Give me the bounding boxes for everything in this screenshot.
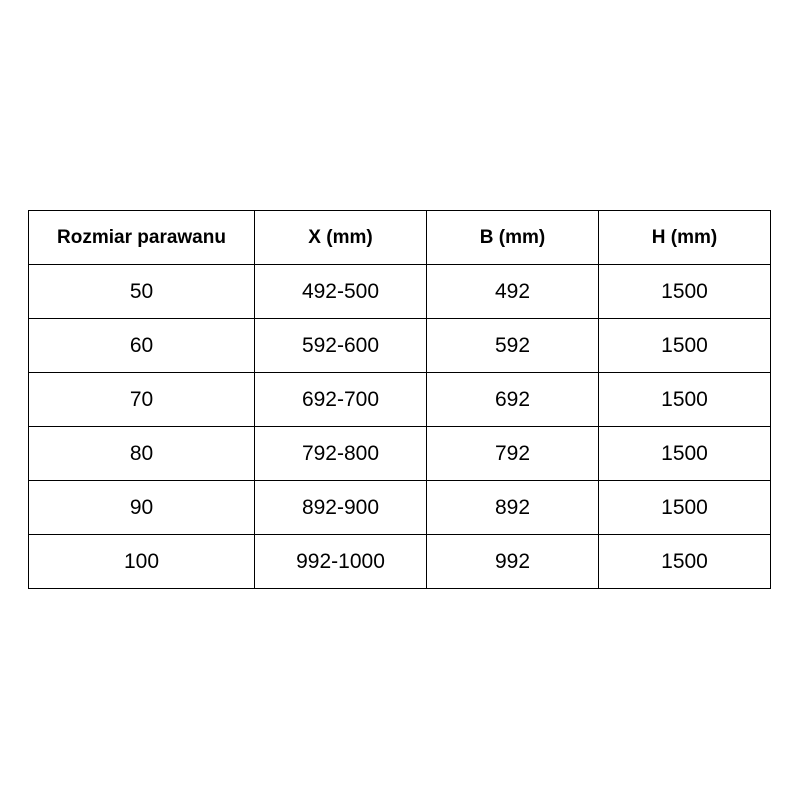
table-row: 60 592-600 592 1500	[28, 318, 771, 373]
header-h: H (mm)	[598, 210, 771, 265]
cell-b: 692	[426, 372, 599, 427]
cell-size: 100	[28, 534, 255, 589]
cell-h: 1500	[598, 318, 771, 373]
cell-size: 50	[28, 264, 255, 319]
cell-size: 90	[28, 480, 255, 535]
table-row: 50 492-500 492 1500	[28, 264, 771, 319]
cell-size: 80	[28, 426, 255, 481]
cell-x: 592-600	[254, 318, 427, 373]
cell-h: 1500	[598, 534, 771, 589]
cell-h: 1500	[598, 372, 771, 427]
cell-size: 60	[28, 318, 255, 373]
cell-b: 592	[426, 318, 599, 373]
cell-b: 792	[426, 426, 599, 481]
cell-h: 1500	[598, 480, 771, 535]
header-b: B (mm)	[426, 210, 599, 265]
header-row: Rozmiar parawanu X (mm) B (mm) H (mm)	[28, 210, 771, 265]
cell-x: 492-500	[254, 264, 427, 319]
cell-b: 892	[426, 480, 599, 535]
table-row: 80 792-800 792 1500	[28, 426, 771, 481]
header-size: Rozmiar parawanu	[28, 210, 255, 265]
table-row: 90 892-900 892 1500	[28, 480, 771, 535]
cell-size: 70	[28, 372, 255, 427]
cell-h: 1500	[598, 426, 771, 481]
cell-b: 492	[426, 264, 599, 319]
size-table: Rozmiar parawanu X (mm) B (mm) H (mm) 50…	[28, 210, 771, 589]
cell-x: 692-700	[254, 372, 427, 427]
header-x: X (mm)	[254, 210, 427, 265]
cell-b: 992	[426, 534, 599, 589]
table-row: 70 692-700 692 1500	[28, 372, 771, 427]
table-row: 100 992-1000 992 1500	[28, 534, 771, 589]
cell-x: 892-900	[254, 480, 427, 535]
cell-x: 792-800	[254, 426, 427, 481]
cell-h: 1500	[598, 264, 771, 319]
cell-x: 992-1000	[254, 534, 427, 589]
